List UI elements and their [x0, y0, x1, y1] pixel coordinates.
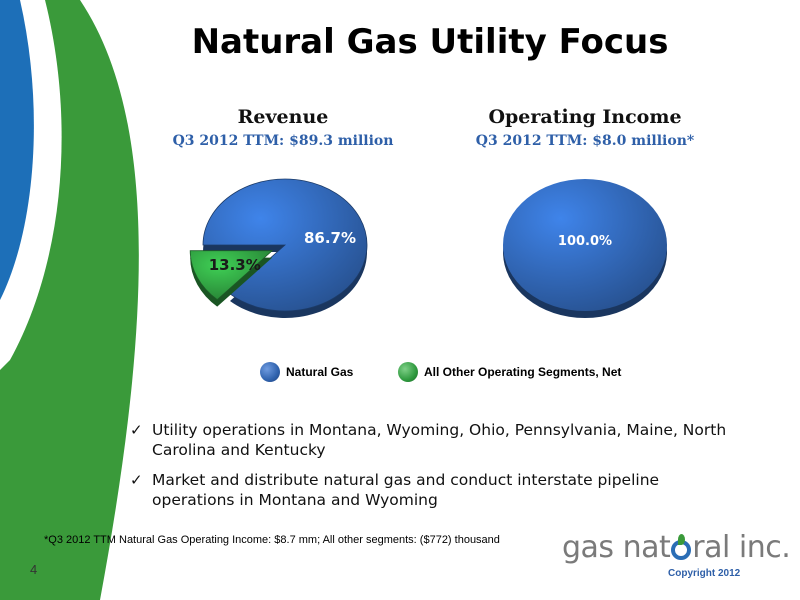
pie-data-label: 13.3%: [209, 256, 261, 274]
legend-label-natural-gas: Natural Gas: [286, 365, 354, 379]
pie-slice-natural-gas: [503, 179, 667, 318]
checkmark-icon: ✓: [130, 471, 143, 489]
legend-item-natural-gas: Natural Gas: [260, 360, 353, 384]
logo-text-start: gas nat: [562, 530, 671, 565]
pie-data-label: 86.7%: [304, 229, 356, 247]
logo-flame-icon: [671, 534, 692, 560]
bullet-text: Market and distribute natural gas and co…: [152, 471, 660, 509]
chart-legend: Natural Gas All Other Operating Segments…: [250, 360, 670, 384]
swoosh-green-band: [0, 0, 139, 600]
logo-text-end: ral inc.: [692, 530, 791, 565]
revenue-pie-chart: 86.7% 13.3%: [189, 178, 368, 318]
bullet-text: Utility operations in Montana, Wyoming, …: [152, 421, 727, 459]
bullet-list: ✓ Utility operations in Montana, Wyoming…: [130, 420, 740, 520]
legend-dot-other-segments: [398, 362, 418, 382]
bullet-item: ✓ Market and distribute natural gas and …: [130, 470, 740, 510]
checkmark-icon: ✓: [130, 421, 143, 439]
operating-income-chart-subtitle: Q3 2012 TTM: $8.0 million*: [475, 133, 695, 149]
slide-title: Natural Gas Utility Focus: [191, 22, 669, 62]
company-logo: gas nat ral inc.: [562, 530, 791, 566]
operating-income-pie-chart: 100.0%: [503, 179, 667, 318]
pie-slice-natural-gas: [202, 178, 368, 318]
footnote: *Q3 2012 TTM Natural Gas Operating Incom…: [44, 534, 500, 546]
legend-label-other-segments: All Other Operating Segments, Net: [424, 365, 622, 379]
operating-income-chart-title: Operating Income: [488, 106, 682, 128]
revenue-chart-title: Revenue: [237, 106, 329, 128]
legend-dot-natural-gas: [260, 362, 280, 382]
pie-slice-all-other-operating-segments-net: [189, 250, 274, 307]
copyright-text: Copyright 2012: [668, 568, 741, 579]
page-number: 4: [30, 562, 38, 577]
pie-data-label: 100.0%: [558, 234, 612, 249]
revenue-chart-subtitle: Q3 2012 TTM: $89.3 million: [172, 133, 394, 149]
bullet-item: ✓ Utility operations in Montana, Wyoming…: [130, 420, 740, 460]
swoosh-blue-band: [0, 0, 34, 300]
legend-item-other-segments: All Other Operating Segments, Net: [398, 360, 621, 384]
